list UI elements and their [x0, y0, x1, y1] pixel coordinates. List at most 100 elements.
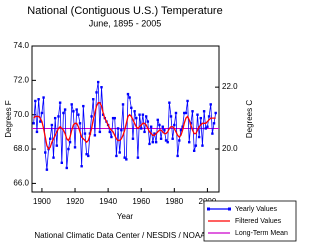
- legend-label: Long-Term Mean: [235, 230, 288, 237]
- data-point: [146, 120, 150, 123]
- legend-label: Filtered Values: [235, 218, 282, 225]
- data-point: [87, 154, 90, 158]
- data-point: [118, 151, 121, 154]
- data-point: [148, 142, 151, 146]
- data-point: [179, 128, 183, 132]
- data-point: [197, 135, 201, 139]
- data-point: [156, 118, 159, 122]
- data-point: [136, 156, 140, 159]
- data-point: [53, 116, 57, 120]
- data-point: [158, 123, 161, 127]
- data-point: [131, 137, 135, 140]
- data-point: [67, 147, 70, 151]
- x-tick-label: 1980: [165, 197, 183, 206]
- data-point: [70, 103, 73, 106]
- data-point: [183, 111, 186, 115]
- data-point: [173, 123, 176, 127]
- data-point: [108, 130, 111, 134]
- data-point: [188, 140, 191, 144]
- chart: National (Contiguous U.S.) Temperature J…: [4, 5, 297, 242]
- x-tick-label: 1900: [33, 197, 51, 206]
- data-point: [121, 103, 125, 106]
- data-point: [96, 80, 100, 84]
- data-point: [154, 140, 158, 144]
- data-point: [144, 115, 148, 118]
- data-point: [80, 165, 83, 168]
- data-point: [50, 123, 54, 127]
- data-point: [126, 92, 130, 96]
- legend-marker: [228, 207, 231, 211]
- data-point: [174, 111, 178, 115]
- data-point: [32, 122, 35, 125]
- data-point: [206, 125, 209, 128]
- data-point: [202, 110, 206, 113]
- data-point: [196, 113, 199, 116]
- data-point: [49, 137, 52, 140]
- data-point: [34, 99, 37, 103]
- data-point: [211, 132, 214, 135]
- data-point: [85, 153, 88, 156]
- data-point: [115, 154, 118, 158]
- plot-frame: [31, 45, 220, 193]
- data-point: [130, 106, 133, 110]
- data-point: [110, 135, 113, 139]
- data-point: [92, 98, 95, 101]
- data-point: [143, 130, 146, 134]
- data-point: [149, 125, 153, 128]
- data-point: [100, 86, 103, 89]
- data-point: [83, 132, 87, 135]
- y-tick-label: 72.0: [13, 75, 29, 84]
- data-point: [45, 168, 49, 171]
- data-point: [207, 115, 211, 118]
- data-point: [214, 111, 217, 115]
- data-point: [113, 116, 116, 120]
- x-tick-label: 1960: [132, 197, 150, 206]
- data-point: [168, 101, 171, 104]
- x-tick-label: 1920: [66, 197, 84, 206]
- data-point: [77, 113, 80, 116]
- data-point: [65, 166, 68, 170]
- data-point: [82, 104, 85, 108]
- x-axis-label: Year: [117, 212, 134, 221]
- y2-tick-label: 20.0: [222, 144, 238, 153]
- data-point: [191, 110, 194, 113]
- data-point: [57, 115, 60, 118]
- chart-title: National (Contiguous U.S.) Temperature: [27, 5, 222, 17]
- data-point: [151, 140, 155, 144]
- data-point: [192, 149, 196, 152]
- data-point: [153, 132, 156, 135]
- data-point: [90, 115, 93, 118]
- data-point: [212, 122, 216, 125]
- data-point: [63, 108, 67, 111]
- data-point: [116, 127, 120, 130]
- data-point: [95, 91, 98, 94]
- data-point: [35, 130, 39, 134]
- data-point: [120, 128, 123, 132]
- data-point: [194, 144, 198, 147]
- data-point: [73, 146, 77, 149]
- data-point: [40, 111, 44, 115]
- y-tick-label: 70.0: [13, 110, 29, 119]
- y-tick-label: 74.0: [13, 41, 29, 50]
- data-point: [125, 158, 128, 161]
- footer: National Climatic Data Center / NESDIS /…: [34, 231, 206, 240]
- data-point: [166, 140, 169, 144]
- data-point: [98, 130, 102, 134]
- data-point: [178, 139, 181, 142]
- data-point: [138, 113, 141, 116]
- data-point: [181, 125, 184, 128]
- data-point: [111, 116, 115, 120]
- data-point: [163, 128, 166, 132]
- data-point: [201, 144, 204, 147]
- x-tick-label: 1940: [99, 197, 117, 206]
- data-point: [141, 113, 145, 116]
- data-point: [55, 144, 59, 147]
- y-axis-label: Degrees F: [4, 100, 13, 137]
- data-point: [52, 156, 55, 159]
- data-point: [204, 127, 207, 130]
- chart-subtitle: June, 1895 - 2005: [89, 18, 162, 28]
- y2-tick-label: 22.0: [222, 82, 238, 91]
- data-point: [159, 137, 163, 140]
- legend-label: Yearly Values: [235, 206, 278, 213]
- data-point: [93, 134, 97, 137]
